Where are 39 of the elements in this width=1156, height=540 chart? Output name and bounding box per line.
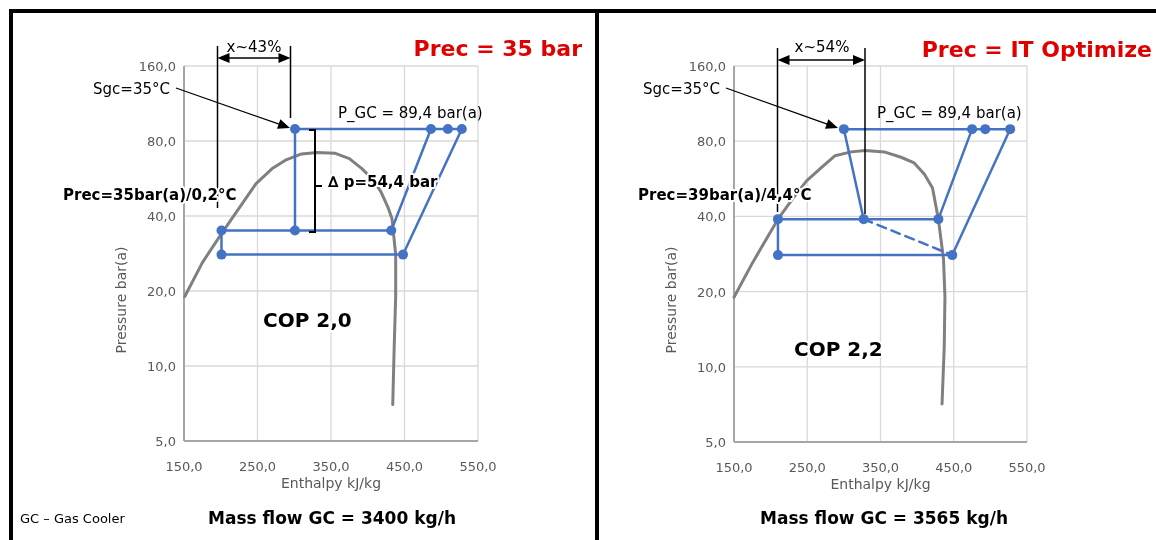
- annotation: P_GC = 89,4 bar(a): [338, 104, 483, 123]
- x-tick-label: 250,0: [788, 460, 826, 475]
- text: Mass flow GC = 3400 kg/h: [208, 508, 456, 528]
- y-tick-label: 80,0: [697, 134, 726, 150]
- x-tick-label: 150,0: [165, 459, 203, 474]
- x-tick-label: 350,0: [312, 459, 350, 474]
- text: GC – Gas Cooler: [20, 511, 126, 526]
- y-axis-title: Pressure bar(a): [113, 246, 129, 354]
- annotation: COP 2,2: [794, 337, 883, 361]
- y-tick-label: 20,0: [697, 284, 726, 300]
- x-axis-title: Enthalpy kJ/kg: [280, 475, 382, 491]
- x-tick-label: 550,0: [1008, 460, 1046, 475]
- x-tick-label: 550,0: [459, 459, 497, 474]
- annotation: COP 2,0: [263, 308, 352, 332]
- x-tick-label: 250,0: [238, 459, 277, 474]
- y-tick-label: 40,0: [147, 209, 176, 224]
- y-tick-label: 10,0: [697, 359, 726, 375]
- x-tick-label: 150,0: [715, 460, 753, 475]
- x-tick-label: 450,0: [935, 460, 973, 475]
- text: Sgc=35°C: [93, 80, 170, 98]
- y-tick-label: 160,0: [138, 59, 176, 74]
- y-axis-title: Pressure bar(a): [663, 246, 679, 354]
- text: Sgc=35°C: [643, 80, 720, 98]
- y-tick-label: 160,0: [688, 59, 726, 74]
- x-tick-label: 350,0: [861, 460, 900, 475]
- y-tick-label: 5,0: [705, 435, 726, 450]
- y-tick-label: 40,0: [697, 209, 726, 225]
- y-tick-label: 5,0: [155, 434, 176, 449]
- y-tick-label: 80,0: [147, 134, 176, 149]
- y-tick-label: 20,0: [147, 284, 176, 299]
- text: x~43%: [226, 38, 282, 56]
- annotation: P_GC = 89,4 bar(a): [877, 104, 1022, 123]
- x-tick-label: 450,0: [385, 459, 424, 474]
- text: x~54%: [794, 38, 850, 56]
- y-tick-label: 10,0: [147, 359, 176, 374]
- x-axis-title: Enthalpy kJ/kg: [830, 476, 931, 492]
- text: Mass flow GC = 3565 kg/h: [760, 508, 1008, 528]
- chart-title: Prec = 35 bar: [413, 36, 583, 61]
- chart-title: Prec = IT Optimize: [921, 37, 1152, 62]
